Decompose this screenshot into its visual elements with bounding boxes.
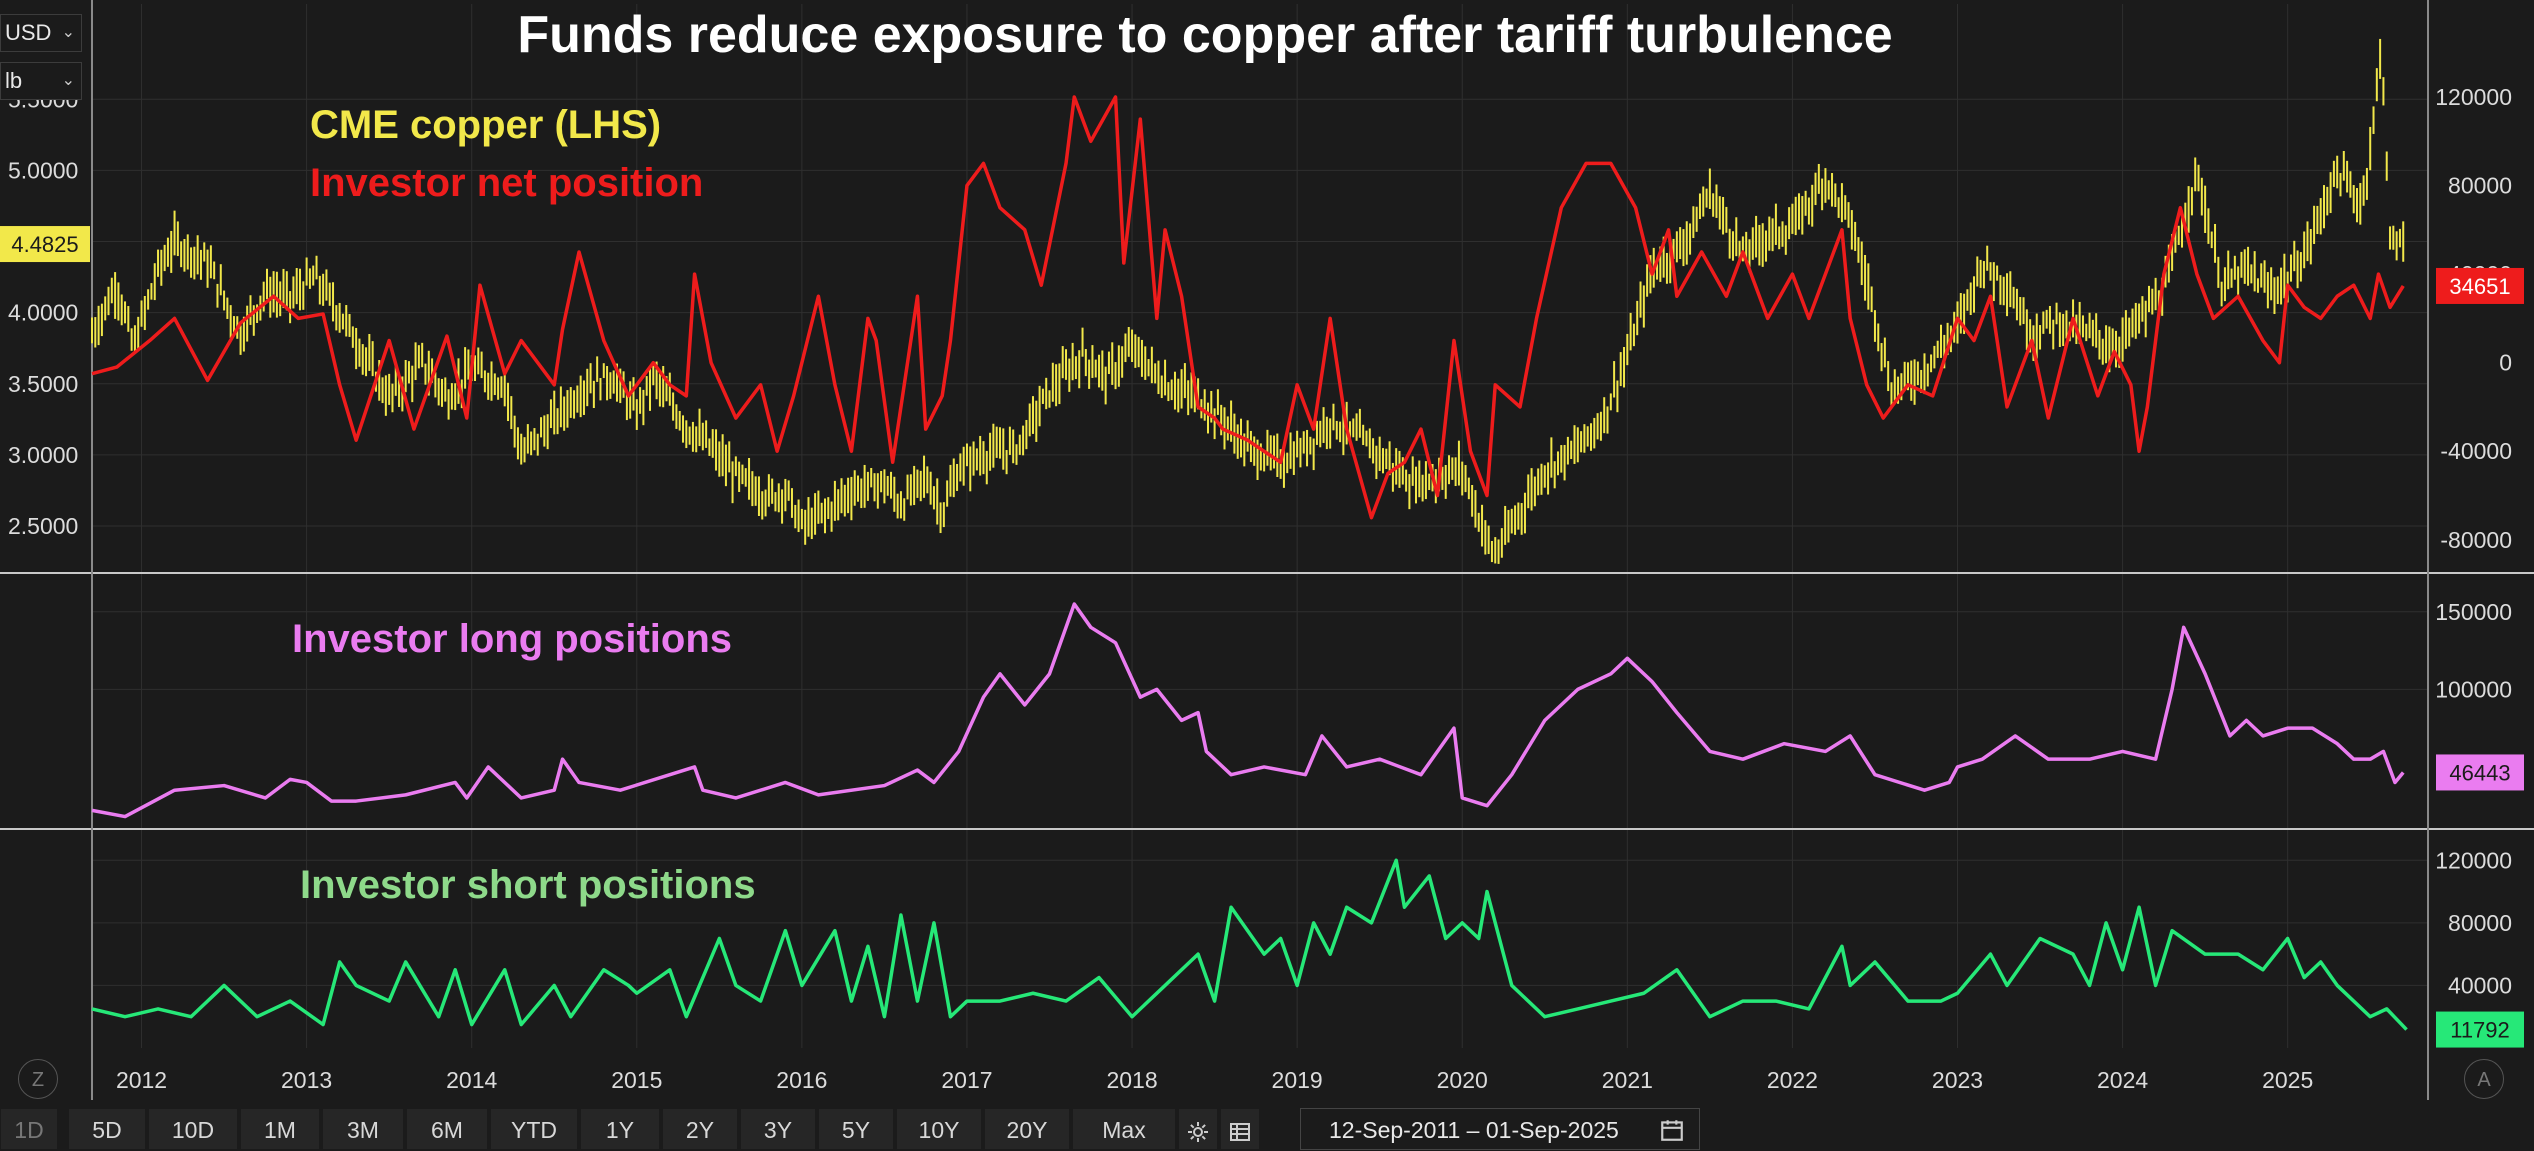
gear-icon xyxy=(1188,1121,1208,1142)
x-tick-label: 2018 xyxy=(1106,1067,1157,1093)
right-tick-label: 80000 xyxy=(2448,173,2512,199)
x-tick-label: 2015 xyxy=(611,1067,662,1093)
long-last-value-badge: 46443 xyxy=(2436,754,2524,791)
x-tick-label: 2023 xyxy=(1932,1067,1983,1093)
a-button[interactable]: A xyxy=(2464,1059,2504,1099)
z-button[interactable]: Z xyxy=(18,1059,58,1099)
gridlines xyxy=(92,4,2428,1048)
range-10y-button[interactable]: 10Y xyxy=(896,1108,982,1150)
x-tick-label: 2020 xyxy=(1437,1067,1488,1093)
range-6m-button[interactable]: 6M xyxy=(406,1108,488,1150)
right-tick-label: 80000 xyxy=(2448,910,2512,936)
x-tick-label: 2012 xyxy=(116,1067,167,1093)
left-tick-label: 3.0000 xyxy=(8,442,78,468)
range-10d-button[interactable]: 10D xyxy=(148,1108,238,1150)
range-2y-button[interactable]: 2Y xyxy=(662,1108,738,1150)
settings-button[interactable] xyxy=(1178,1108,1218,1150)
panel-separators xyxy=(0,0,2534,1100)
chevron-down-icon: ⌄ xyxy=(61,72,75,89)
x-tick-label: 2017 xyxy=(941,1067,992,1093)
x-tick-label: 2013 xyxy=(281,1067,332,1093)
last-value-badges: 4.4825 34651 46443 11792 xyxy=(0,226,2524,1048)
right-tick-label: -80000 xyxy=(2440,527,2512,553)
right-tick-label: 120000 xyxy=(2435,84,2512,110)
svg-text:34651: 34651 xyxy=(2449,274,2510,299)
chart-title: Funds reduce exposure to copper after ta… xyxy=(517,6,1892,64)
date-range-text: 12-Sep-2011 – 01-Sep-2025 xyxy=(1329,1117,1619,1143)
svg-text:46443: 46443 xyxy=(2449,760,2510,785)
calendar-icon[interactable] xyxy=(1659,1117,1685,1143)
range-1y-button[interactable]: 1Y xyxy=(580,1108,660,1150)
range-1m-button[interactable]: 1M xyxy=(240,1108,320,1150)
legend-copper: CME copper (LHS) xyxy=(310,103,661,147)
legend-long: Investor long positions xyxy=(292,617,732,661)
left-tick-label: 5.0000 xyxy=(8,157,78,183)
axis-labels: 2012 2013 2014 2015 2016 2017 2018 2019 2020 2021… xyxy=(8,84,2512,1093)
currency-select[interactable]: USD ⌄ xyxy=(0,14,82,52)
x-tick-label: 2025 xyxy=(2262,1067,2313,1093)
net-position-line xyxy=(91,95,2405,520)
range-3m-button[interactable]: 3M xyxy=(322,1108,404,1150)
range-1d-button[interactable]: 1D xyxy=(0,1108,58,1150)
date-range-field[interactable]: 12-Sep-2011 – 01-Sep-2025 xyxy=(1300,1108,1700,1150)
right-tick-label: -40000 xyxy=(2440,438,2512,464)
range-ytd-button[interactable]: YTD xyxy=(490,1108,578,1150)
svg-text:11792: 11792 xyxy=(2450,1018,2510,1043)
short-last-value-badge: 11792 xyxy=(2436,1011,2524,1048)
series-layer xyxy=(91,38,2408,1031)
x-tick-label: 2021 xyxy=(1602,1067,1653,1093)
right-tick-label: 0 xyxy=(2499,350,2512,376)
range-5y-button[interactable]: 5Y xyxy=(818,1108,894,1150)
x-tick-label: 2014 xyxy=(446,1067,497,1093)
x-tick-label: 2024 xyxy=(2097,1067,2148,1093)
right-tick-label: 150000 xyxy=(2435,599,2512,625)
x-tick-label: 2022 xyxy=(1767,1067,1818,1093)
range-3y-button[interactable]: 3Y xyxy=(740,1108,816,1150)
legend-net: Investor net position xyxy=(310,161,703,205)
left-tick-label: 4.0000 xyxy=(8,300,78,326)
short-positions-line xyxy=(91,858,2408,1031)
range-5d-button[interactable]: 5D xyxy=(68,1108,146,1150)
currency-label: USD xyxy=(5,20,52,45)
x-tick-label: 2019 xyxy=(1272,1067,1323,1093)
chevron-down-icon: ⌄ xyxy=(61,24,75,41)
table-icon xyxy=(1230,1122,1250,1141)
right-tick-label: 100000 xyxy=(2435,676,2512,702)
svg-text:4.4825: 4.4825 xyxy=(11,232,78,257)
copper-last-value-badge: 4.4825 xyxy=(0,226,90,263)
long-positions-line xyxy=(91,602,2405,819)
time-range-toolbar: 1D 5D 10D 1M 3M 6M YTD 1Y 2Y 3Y 5Y 10Y 2… xyxy=(0,1108,1700,1150)
right-tick-label: 40000 xyxy=(2448,972,2512,998)
unit-select[interactable]: lb ⌄ xyxy=(0,62,82,100)
left-tick-label: 3.5000 xyxy=(8,371,78,397)
legend-short: Investor short positions xyxy=(300,863,756,907)
right-tick-label: 120000 xyxy=(2435,847,2512,873)
range-max-button[interactable]: Max xyxy=(1072,1108,1176,1150)
table-view-button[interactable] xyxy=(1220,1108,1260,1150)
unit-label: lb xyxy=(5,68,23,93)
series-copper xyxy=(91,38,2405,564)
net-last-value-badge: 34651 xyxy=(2436,267,2524,304)
x-tick-label: 2016 xyxy=(776,1067,827,1093)
range-20y-button[interactable]: 20Y xyxy=(984,1108,1070,1150)
left-tick-label: 2.5000 xyxy=(8,513,78,539)
